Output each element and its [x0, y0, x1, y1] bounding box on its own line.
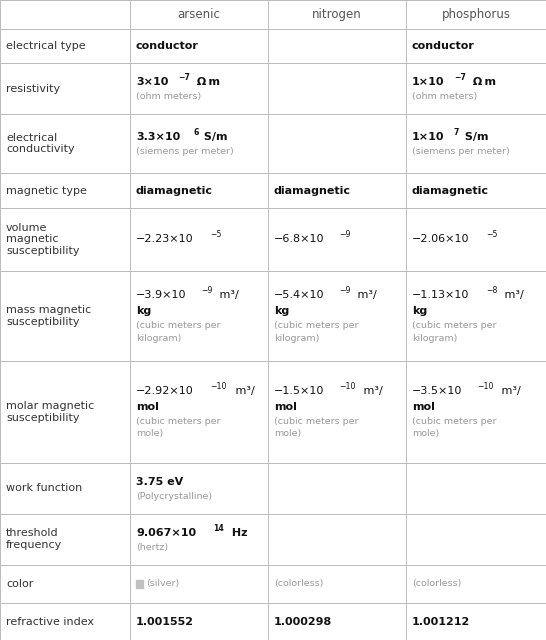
Text: Hz: Hz — [228, 528, 247, 538]
Text: 14: 14 — [213, 524, 224, 533]
Text: (cubic meters per: (cubic meters per — [136, 321, 221, 330]
Text: mol: mol — [274, 402, 297, 412]
Text: −2.06×10: −2.06×10 — [412, 234, 470, 244]
Text: 1×10: 1×10 — [412, 77, 444, 88]
Text: (siemens per meter): (siemens per meter) — [136, 147, 234, 156]
Text: mole): mole) — [274, 429, 301, 438]
Text: −6.8×10: −6.8×10 — [274, 234, 324, 244]
Text: (Polycrystalline): (Polycrystalline) — [136, 492, 212, 500]
Text: mole): mole) — [412, 429, 439, 438]
Text: magnetic type: magnetic type — [6, 186, 87, 196]
Text: −7: −7 — [454, 74, 466, 83]
Text: electrical
conductivity: electrical conductivity — [6, 133, 75, 154]
Text: −5: −5 — [210, 230, 222, 239]
Text: mass magnetic
susceptibility: mass magnetic susceptibility — [6, 305, 91, 327]
Text: 1.001212: 1.001212 — [412, 617, 470, 627]
Text: m³/: m³/ — [232, 387, 254, 396]
Text: −8: −8 — [486, 287, 497, 296]
Text: color: color — [6, 579, 33, 589]
Text: Ω m: Ω m — [193, 77, 220, 88]
Text: −10: −10 — [339, 382, 355, 391]
Text: refractive index: refractive index — [6, 617, 94, 627]
Text: m³/: m³/ — [501, 291, 524, 301]
Text: 6: 6 — [193, 129, 199, 138]
Text: −2.23×10: −2.23×10 — [136, 234, 194, 244]
Text: 9.067×10: 9.067×10 — [136, 528, 196, 538]
Bar — [136, 580, 143, 588]
Text: threshold
frequency: threshold frequency — [6, 528, 62, 550]
Text: −10: −10 — [211, 382, 227, 391]
Text: m³/: m³/ — [498, 387, 521, 396]
Text: −10: −10 — [477, 382, 494, 391]
Text: −1.5×10: −1.5×10 — [274, 387, 324, 396]
Text: −9: −9 — [339, 230, 351, 239]
Text: mole): mole) — [136, 429, 163, 438]
Text: arsenic: arsenic — [177, 8, 221, 20]
Text: S/m: S/m — [461, 132, 488, 143]
Text: Ω m: Ω m — [469, 77, 496, 88]
Text: conductor: conductor — [136, 41, 199, 51]
Text: (colorless): (colorless) — [274, 579, 323, 588]
Text: volume
magnetic
susceptibility: volume magnetic susceptibility — [6, 223, 80, 256]
Text: diamagnetic: diamagnetic — [136, 186, 213, 196]
Text: diamagnetic: diamagnetic — [412, 186, 489, 196]
Text: kg: kg — [136, 307, 151, 316]
Text: 1×10: 1×10 — [412, 132, 444, 143]
Text: −5: −5 — [486, 230, 497, 239]
Text: (cubic meters per: (cubic meters per — [412, 417, 496, 426]
Text: mol: mol — [412, 402, 435, 412]
Text: kilogram): kilogram) — [136, 333, 181, 342]
Text: electrical type: electrical type — [6, 41, 86, 51]
Text: (colorless): (colorless) — [412, 579, 461, 588]
Text: (ohm meters): (ohm meters) — [136, 92, 201, 101]
Text: 7: 7 — [454, 129, 459, 138]
Text: 3.75 eV: 3.75 eV — [136, 477, 183, 487]
Text: m³/: m³/ — [216, 291, 239, 301]
Text: −9: −9 — [201, 287, 212, 296]
Text: −3.5×10: −3.5×10 — [412, 387, 462, 396]
Text: kilogram): kilogram) — [412, 333, 458, 342]
Text: (ohm meters): (ohm meters) — [412, 92, 477, 101]
Text: 3×10: 3×10 — [136, 77, 168, 88]
Text: kg: kg — [274, 307, 289, 316]
Text: 3.3×10: 3.3×10 — [136, 132, 180, 143]
Text: (hertz): (hertz) — [136, 543, 168, 552]
Text: (cubic meters per: (cubic meters per — [136, 417, 221, 426]
Text: −2.92×10: −2.92×10 — [136, 387, 194, 396]
Text: m³/: m³/ — [360, 387, 383, 396]
Text: (cubic meters per: (cubic meters per — [412, 321, 496, 330]
Text: molar magnetic
susceptibility: molar magnetic susceptibility — [6, 401, 94, 422]
Text: diamagnetic: diamagnetic — [274, 186, 351, 196]
Text: conductor: conductor — [412, 41, 475, 51]
Text: −9: −9 — [339, 287, 351, 296]
Text: nitrogen: nitrogen — [312, 8, 362, 20]
Text: (cubic meters per: (cubic meters per — [274, 321, 359, 330]
Text: work function: work function — [6, 483, 82, 493]
Text: (cubic meters per: (cubic meters per — [274, 417, 359, 426]
Text: (siemens per meter): (siemens per meter) — [412, 147, 510, 156]
Text: −3.9×10: −3.9×10 — [136, 291, 187, 301]
Text: mol: mol — [136, 402, 159, 412]
Text: resistivity: resistivity — [6, 84, 60, 93]
Text: 1.001552: 1.001552 — [136, 617, 194, 627]
Text: m³/: m³/ — [354, 291, 377, 301]
Text: −1.13×10: −1.13×10 — [412, 291, 470, 301]
Text: S/m: S/m — [200, 132, 228, 143]
Text: kilogram): kilogram) — [274, 333, 319, 342]
Text: kg: kg — [412, 307, 428, 316]
Text: phosphorus: phosphorus — [442, 8, 511, 20]
Text: −5.4×10: −5.4×10 — [274, 291, 324, 301]
Text: (silver): (silver) — [146, 579, 179, 588]
Text: −7: −7 — [178, 74, 189, 83]
Text: 1.000298: 1.000298 — [274, 617, 333, 627]
